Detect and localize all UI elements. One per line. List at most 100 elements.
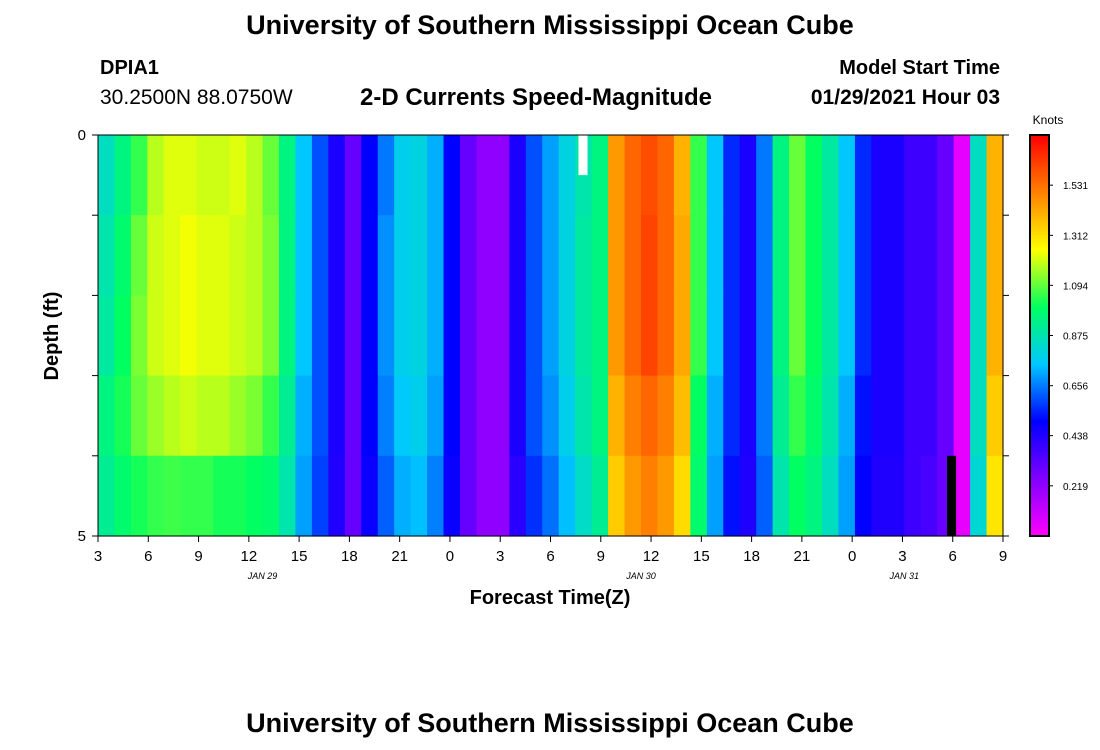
- heatmap-cell: [739, 295, 757, 377]
- heatmap-cell: [854, 375, 872, 457]
- heatmap-cell: [98, 295, 116, 377]
- heatmap-cell: [361, 135, 379, 216]
- heatmap-cell: [871, 135, 889, 216]
- heatmap-cell: [706, 455, 724, 537]
- y-axis: 05: [78, 127, 1009, 545]
- heatmap-cell: [147, 375, 165, 457]
- date-label: JAN 29: [247, 571, 278, 581]
- heatmap-cell: [657, 455, 675, 537]
- heatmap-cell: [558, 455, 576, 537]
- heatmap-cell: [854, 455, 872, 537]
- y-axis-label: Depth (ft): [41, 292, 63, 381]
- heatmap-cell: [460, 215, 478, 296]
- heatmap-cell: [163, 455, 181, 537]
- heatmap-cell: [657, 215, 675, 296]
- heatmap-cell: [591, 135, 609, 216]
- heatmap-cell: [427, 135, 445, 216]
- heatmap-cell: [887, 135, 905, 216]
- heatmap-cell: [953, 375, 971, 457]
- heatmap-cell: [673, 135, 691, 216]
- heatmap-cell: [163, 295, 181, 377]
- heatmap-cell: [361, 375, 379, 457]
- x-tick-label: 21: [794, 548, 811, 565]
- model-start-label: Model Start Time: [839, 57, 1000, 79]
- heatmap-cell: [163, 375, 181, 457]
- heatmap-cell: [525, 135, 543, 216]
- x-tick-label: 9: [597, 548, 605, 565]
- heatmap-cell: [213, 295, 231, 377]
- heatmap-cell: [756, 295, 774, 377]
- heatmap-cell: [460, 135, 478, 216]
- heatmap-cell: [492, 375, 510, 457]
- heatmap-cell: [213, 375, 231, 457]
- heatmap-cell: [558, 215, 576, 296]
- heatmap-cell: [608, 295, 626, 377]
- heatmap-cell: [805, 295, 823, 377]
- x-axis-label: Forecast Time(Z): [470, 587, 631, 609]
- heatmap-cell: [410, 135, 428, 216]
- heatmap-cell: [854, 135, 872, 216]
- x-axis: 3 6 9 12 15 18 21 0 3 6 9 12 15 18 21 0 3 6 9 JAN 29 JAN 30 J…: [94, 536, 1007, 581]
- heatmap-cell: [476, 135, 494, 216]
- heatmap-cell: [246, 135, 264, 216]
- heatmap-cell: [706, 295, 724, 377]
- x-tick-label: 3: [898, 548, 906, 565]
- heatmap-cell: [410, 375, 428, 457]
- heatmap-cell: [443, 215, 461, 296]
- heatmap-cell: [937, 215, 955, 296]
- heatmap-cell: [279, 455, 297, 537]
- heatmap-cell: [805, 375, 823, 457]
- x-tick-label: 3: [496, 548, 504, 565]
- heatmap-cell: [970, 375, 988, 457]
- heatmap-cell: [394, 135, 412, 216]
- x-tick-label: 15: [693, 548, 710, 565]
- y-tick-label: 0: [78, 127, 86, 144]
- heatmap-cell: [394, 455, 412, 537]
- heatmap-cell: [624, 135, 642, 216]
- heatmap-cell: [706, 375, 724, 457]
- heatmap-cell: [279, 135, 297, 216]
- heatmap-cell: [887, 455, 905, 537]
- heatmap-cell: [361, 455, 379, 537]
- heatmap-cell: [542, 295, 560, 377]
- colorbar-gradient: [1029, 134, 1050, 537]
- heatmap-cell: [673, 375, 691, 457]
- heatmap-cell: [295, 455, 313, 537]
- heatmap-cell: [476, 375, 494, 457]
- heatmap-cell: [279, 295, 297, 377]
- heatmap-cell: [608, 455, 626, 537]
- heatmap-cell: [920, 295, 938, 377]
- heatmap-cell: [822, 215, 840, 296]
- heatmap-cell: [295, 295, 313, 377]
- heatmap-cell: [147, 215, 165, 296]
- heatmap-cell: [920, 375, 938, 457]
- heatmap-cell: [229, 375, 247, 457]
- heatmap-cell: [344, 215, 362, 296]
- heatmap-cell: [180, 215, 198, 296]
- model-start-value: 01/29/2021 Hour 03: [810, 86, 1000, 109]
- heatmap-cell: [953, 215, 971, 296]
- heatmap-cell: [871, 375, 889, 457]
- heatmap-cell: [641, 215, 659, 296]
- heatmap-cell: [920, 135, 938, 216]
- heatmap-cell: [344, 455, 362, 537]
- heatmap-cell: [525, 455, 543, 537]
- heatmap-cell: [854, 295, 872, 377]
- heatmap-cell: [130, 215, 148, 296]
- heatmap-cell: [558, 375, 576, 457]
- heatmap-cell: [130, 375, 148, 457]
- heatmap-cell: [904, 295, 922, 377]
- heatmap-cell: [970, 135, 988, 216]
- heatmap-cell: [558, 295, 576, 377]
- colorbar-tick-label: 1.094: [1063, 281, 1088, 292]
- heatmap-cell: [756, 375, 774, 457]
- heatmap-cell: [246, 455, 264, 537]
- heatmap-cell: [822, 455, 840, 537]
- heatmap-cell: [443, 295, 461, 377]
- heatmap-cell: [460, 295, 478, 377]
- heatmap-cell: [427, 455, 445, 537]
- colorbar-tick-label: 0.438: [1063, 432, 1088, 443]
- heatmap-cell: [591, 455, 609, 537]
- heatmap-cell: [970, 215, 988, 296]
- heatmap-cell: [311, 135, 329, 216]
